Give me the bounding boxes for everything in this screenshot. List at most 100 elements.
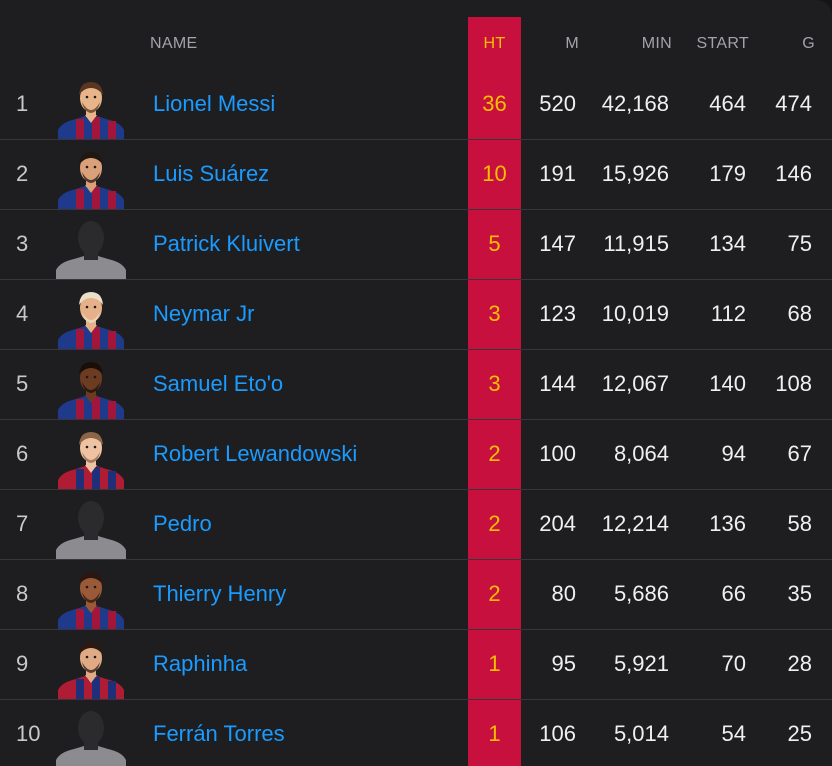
column-header-min[interactable]: MIN — [641, 35, 672, 52]
table-row[interactable]: 8 Thierry Henry 2 80 5,686 66 35 — [0, 560, 832, 630]
ht-cell: 2 — [488, 511, 501, 536]
rank-cell: 2 — [16, 161, 29, 186]
start-cell: 112 — [710, 301, 746, 326]
start-cell: 66 — [721, 581, 746, 606]
rank-cell: 7 — [16, 511, 29, 536]
start-cell: 179 — [709, 161, 746, 186]
rank-cell: 9 — [16, 651, 29, 676]
m-cell: 95 — [551, 651, 576, 676]
player-avatar-icon[interactable] — [56, 568, 126, 629]
start-cell: 140 — [709, 371, 746, 396]
rank-cell: 10 — [16, 721, 41, 746]
player-avatar-icon[interactable] — [56, 78, 126, 139]
min-cell: 5,686 — [613, 581, 669, 606]
column-header-g[interactable]: G — [802, 35, 815, 52]
rank-cell: 3 — [16, 231, 29, 256]
table-row[interactable]: 6 Robert Lewandowski 2 100 8,064 94 67 — [0, 420, 832, 490]
table-row[interactable]: 9 Raphinha 1 95 5,921 70 28 — [0, 630, 832, 700]
player-avatar-icon[interactable] — [56, 218, 126, 279]
start-cell: 54 — [721, 721, 746, 746]
player-name-link[interactable]: Luis Suárez — [153, 161, 270, 186]
table-row[interactable]: 1 Lionel Messi 36 520 42,168 464 474 — [0, 70, 832, 140]
m-cell: 100 — [539, 441, 576, 466]
column-header-ht[interactable]: HT — [483, 35, 506, 52]
player-name-link[interactable]: Neymar Jr — [153, 301, 255, 326]
g-cell: 67 — [787, 441, 812, 466]
table-row[interactable]: 5 Samuel Eto'o 3 144 12,067 140 108 — [0, 350, 832, 420]
rank-cell: 1 — [16, 91, 29, 116]
m-cell: 80 — [551, 581, 576, 606]
m-cell: 147 — [539, 231, 576, 256]
ht-cell: 1 — [488, 721, 501, 746]
start-cell: 136 — [709, 511, 746, 536]
g-cell: 108 — [775, 371, 812, 396]
column-header-m[interactable]: M — [565, 35, 579, 52]
start-cell: 464 — [709, 91, 746, 116]
ht-cell: 2 — [488, 581, 501, 606]
min-cell: 8,064 — [613, 441, 669, 466]
ht-cell: 3 — [488, 301, 501, 326]
ht-cell: 10 — [482, 161, 507, 186]
g-cell: 474 — [775, 91, 812, 116]
rank-cell: 6 — [16, 441, 29, 466]
player-name-link[interactable]: Pedro — [153, 511, 212, 536]
table-header: NAME HT M MIN START G — [0, 17, 832, 70]
player-name-link[interactable]: Lionel Messi — [153, 91, 276, 116]
m-cell: 191 — [539, 161, 576, 186]
g-cell: 68 — [787, 301, 812, 326]
g-cell: 75 — [787, 231, 812, 256]
table-row[interactable]: 2 Luis Suárez 10 191 15,926 179 146 — [0, 140, 832, 210]
player-name-link[interactable]: Robert Lewandowski — [153, 441, 358, 466]
table-row[interactable]: 10 Ferrán Torres 1 106 5,014 54 25 — [0, 700, 832, 766]
min-cell: 5,921 — [613, 651, 669, 676]
min-cell: 42,168 — [601, 91, 669, 116]
player-name-link[interactable]: Ferrán Torres — [153, 721, 285, 746]
player-name-link[interactable]: Patrick Kluivert — [153, 231, 300, 256]
table-row[interactable]: 7 Pedro 2 204 12,214 136 58 — [0, 490, 832, 560]
player-avatar-icon[interactable] — [56, 288, 126, 349]
m-cell: 106 — [539, 721, 576, 746]
column-header-start[interactable]: START — [696, 35, 749, 52]
player-name-link[interactable]: Samuel Eto'o — [153, 371, 284, 396]
table-row[interactable]: 3 Patrick Kluivert 5 147 11,915 134 75 — [0, 210, 832, 280]
min-cell: 11,915 — [603, 231, 669, 256]
start-cell: 134 — [709, 231, 746, 256]
start-cell: 70 — [721, 651, 746, 676]
min-cell: 12,067 — [601, 371, 669, 396]
min-cell: 10,019 — [601, 301, 669, 326]
m-cell: 123 — [539, 301, 576, 326]
ht-column-highlight — [468, 17, 521, 766]
player-avatar-icon[interactable] — [56, 708, 126, 766]
player-avatar-icon[interactable] — [56, 428, 126, 489]
g-cell: 58 — [787, 511, 812, 536]
player-avatar-icon[interactable] — [56, 358, 126, 419]
m-cell: 144 — [539, 371, 576, 396]
m-cell: 520 — [539, 91, 576, 116]
g-cell: 35 — [787, 581, 812, 606]
table-body: 1 Lionel Messi 36 520 42,168 464 474 2 Luis Suár… — [0, 70, 832, 766]
column-header-name[interactable]: NAME — [150, 35, 198, 52]
table-row[interactable]: 4 Neymar Jr 3 123 10,019 112 68 — [0, 280, 832, 350]
rank-cell: 8 — [16, 581, 29, 606]
g-cell: 25 — [787, 721, 812, 746]
min-cell: 5,014 — [613, 721, 669, 746]
ht-cell: 5 — [488, 231, 501, 256]
g-cell: 28 — [787, 651, 812, 676]
ht-cell: 36 — [482, 91, 507, 116]
player-avatar-icon[interactable] — [56, 498, 126, 559]
player-name-link[interactable]: Thierry Henry — [153, 581, 287, 606]
min-cell: 12,214 — [601, 511, 669, 536]
player-name-link[interactable]: Raphinha — [153, 651, 248, 676]
ht-cell: 3 — [488, 371, 501, 396]
player-avatar-icon[interactable] — [56, 638, 126, 699]
g-cell: 146 — [775, 161, 812, 186]
rank-cell: 4 — [16, 301, 29, 326]
start-cell: 94 — [721, 441, 746, 466]
min-cell: 15,926 — [601, 161, 669, 186]
rank-cell: 5 — [16, 371, 29, 396]
ht-cell: 1 — [488, 651, 501, 676]
ht-cell: 2 — [488, 441, 501, 466]
player-avatar-icon[interactable] — [56, 148, 126, 209]
m-cell: 204 — [539, 511, 576, 536]
